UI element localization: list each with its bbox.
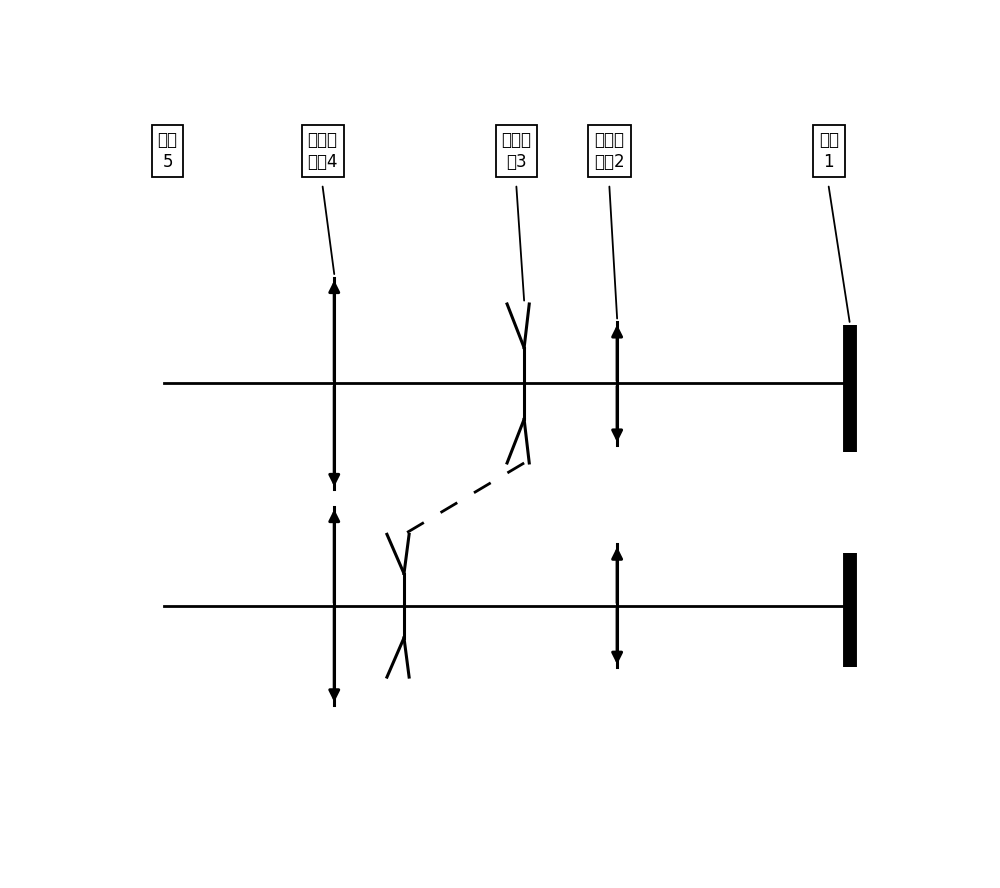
Text: 变焦镜
劄3: 变焦镜 劄3 [501, 131, 531, 171]
Text: 物面
5: 物面 5 [158, 131, 178, 171]
Text: 前固定
镜劄4: 前固定 镜劄4 [307, 131, 338, 171]
Text: 像面
1: 像面 1 [819, 131, 839, 171]
Text: 后固定
镜劄2: 后固定 镜劄2 [594, 131, 625, 171]
